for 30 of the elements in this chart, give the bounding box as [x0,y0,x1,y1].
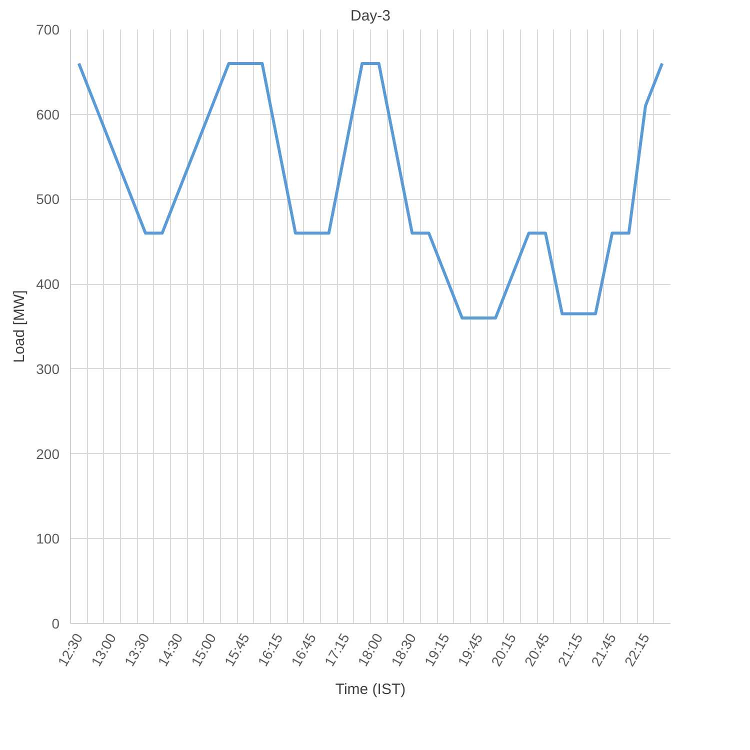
y-tick-label: 700 [36,22,60,38]
x-tick-label: 13:00 [88,630,120,669]
x-tick-label: 14:30 [154,630,186,669]
line-series [77,62,664,320]
x-tick-label: 21:15 [554,630,586,669]
x-tick-label: 19:15 [421,630,453,669]
y-tick-label: 100 [36,530,60,547]
x-tick-label: 17:15 [321,630,353,669]
chart-title: Day-3 [350,8,391,24]
x-tick-label: 21:45 [588,630,620,669]
x-tick-label: 15:45 [221,630,253,669]
x-tick-label: 16:45 [288,630,320,669]
y-tick-label: 200 [36,446,60,462]
x-tick-label: 16:15 [254,630,286,669]
x-tick-label: 20:15 [488,630,520,669]
x-tick-label: 18:30 [388,630,420,669]
x-axis-title: Time (IST) [335,680,406,698]
x-tick-label: 13:30 [121,630,153,669]
y-axis-title: Load [MW] [11,290,28,363]
x-tick-label: 22:15 [621,630,653,669]
x-tick-label: 19:45 [454,630,486,669]
y-tick-label: 300 [36,360,60,377]
x-tick-label: 15:00 [188,630,220,669]
y-tick-label: 0 [52,616,60,632]
x-tick-label: 18:00 [354,630,386,669]
x-tick-label: 20:45 [521,630,553,669]
y-tick-label: 400 [36,276,60,292]
x-tick-label: 12:30 [54,630,86,669]
y-tick-label: 600 [36,106,60,122]
y-tick-label: 500 [36,191,60,208]
